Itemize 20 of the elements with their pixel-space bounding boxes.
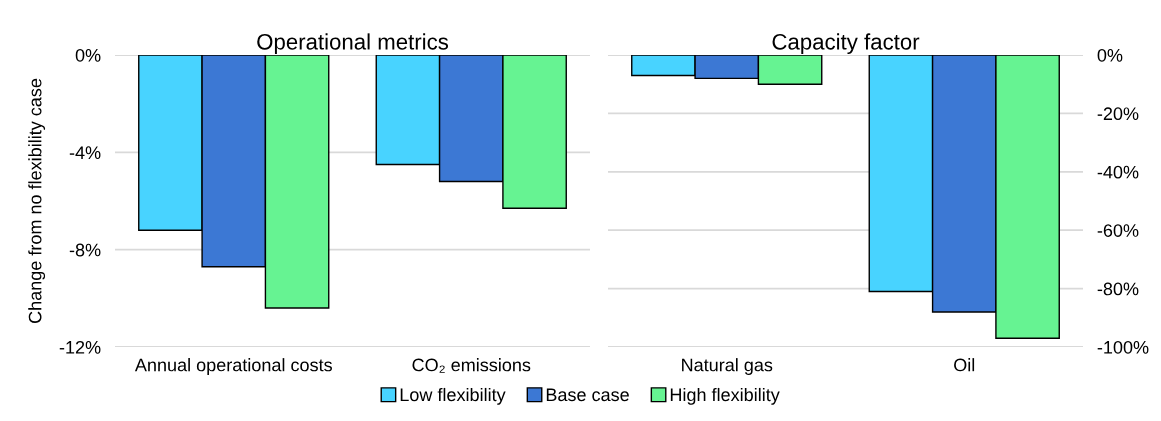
- y-tick-label: -4%: [69, 146, 101, 159]
- legend-label: Low flexibility: [400, 387, 506, 405]
- y-tick-label: -12%: [59, 340, 101, 354]
- x-tick-label: Oil: [954, 358, 975, 372]
- legend-label: High flexibility: [670, 387, 780, 405]
- y-tick-label: -40%: [1097, 165, 1139, 179]
- y-tick-label: -60%: [1097, 224, 1139, 237]
- y-tick-label: -20%: [1097, 107, 1139, 121]
- chart-title: Capacity factor: [772, 33, 920, 55]
- x-tick-label: CO₂ emissions: [412, 358, 531, 373]
- x-tick-label: Annual operational costs: [134, 358, 332, 375]
- y-tick-label: -8%: [69, 243, 101, 257]
- y-tick-label: 0%: [1097, 48, 1123, 62]
- y-axis-title: Change from no flexibility case: [28, 78, 46, 324]
- chart-title: Operational metrics: [257, 33, 449, 55]
- legend-label: Base case: [546, 388, 629, 402]
- y-tick-label: -100%: [1097, 340, 1149, 354]
- y-tick-label: -80%: [1097, 282, 1139, 296]
- y-tick-label: 0%: [75, 48, 101, 62]
- x-tick-label: Natural gas: [682, 358, 773, 375]
